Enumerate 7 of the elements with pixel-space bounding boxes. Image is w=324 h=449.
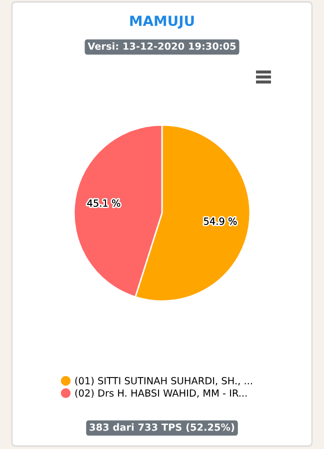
chart-title: MAMUJU	[130, 16, 194, 29]
text: 383 dari 733 TPS (52.25%)	[90, 423, 234, 432]
legend-label: (01) SITTI SUTINAH SUHARDI, SH., ...	[75, 376, 252, 386]
data-label: 54.9 %	[204, 218, 237, 225]
data-label: 45.1 %	[87, 199, 120, 207]
legend-label: (02) Drs H. HABSI WAHID, MM - IR...	[75, 389, 247, 398]
chart-subtitle: Versi: 13-12-2020 19:30:05	[88, 42, 236, 50]
